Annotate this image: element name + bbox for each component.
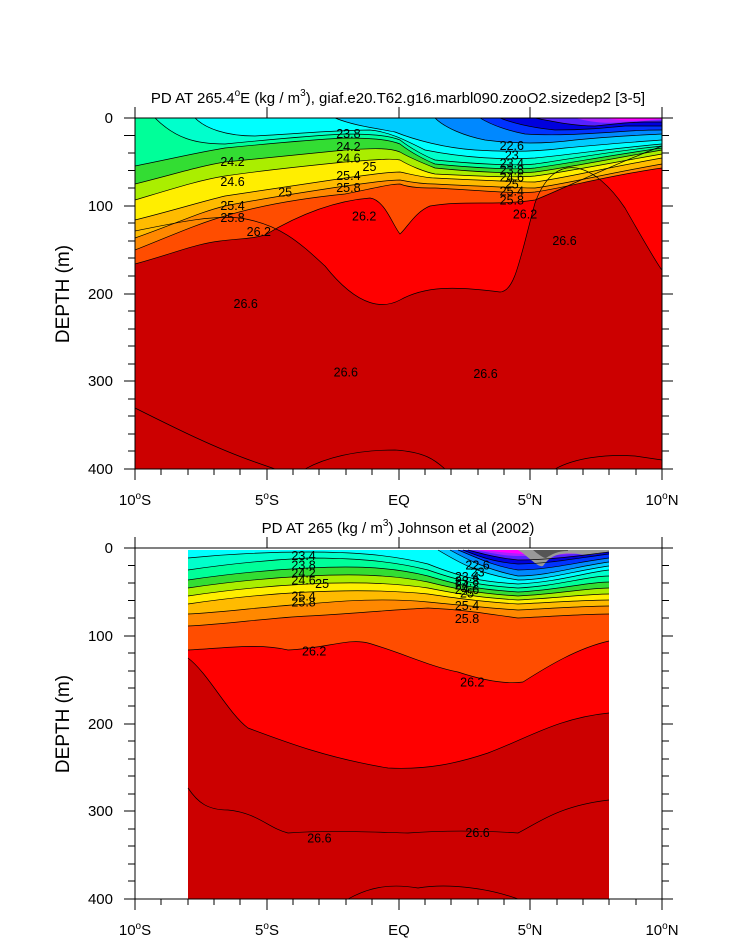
contour-label: 24.2 — [220, 155, 244, 169]
bottom-x-ticks — [134, 537, 663, 910]
bottom-x-tick-5n: 5oN — [518, 921, 543, 939]
bottom-panel: PD AT 265 (kg / m3) Johnson et al (2002) — [53, 518, 679, 939]
bottom-y-axis-label: DEPTH (m) — [53, 675, 74, 773]
contour-label: 24.6 — [455, 583, 479, 597]
top-y-tick-400: 400 — [88, 461, 113, 478]
contour-label: 24.6 — [291, 574, 315, 588]
contour-label: 25 — [278, 186, 292, 200]
contour-label: 25.8 — [500, 194, 524, 208]
bottom-contour-labels: 23.423.824.224.6 2525.425.826.226.622.623… — [291, 549, 489, 846]
contour-label: 23.4 — [291, 549, 315, 563]
top-contour-lines — [134, 117, 663, 470]
contour-label: 23.8 — [291, 559, 315, 573]
contour-label: 25.8 — [220, 211, 244, 225]
contour-label: 23.4 — [455, 570, 479, 584]
contour-label: 23 — [471, 566, 485, 580]
top-band-20.2 — [605, 118, 662, 121]
top-y-tick-0: 0 — [105, 110, 113, 127]
contour-label: 25 — [505, 178, 519, 192]
contour-label: 25.4 — [291, 589, 315, 603]
contour-label: 23.4 — [500, 157, 524, 171]
top-plot-area: 24.224.62525.425.826.226.623.824.224.625… — [134, 117, 663, 470]
contour-label: 23.8 — [500, 164, 524, 178]
bottom-y-tick-100: 100 — [88, 628, 113, 645]
contour-label: 26.6 — [307, 832, 331, 846]
top-y-axis-label: DEPTH (m) — [53, 245, 74, 343]
top-title: PD AT 265.4oE (kg / m3), giaf.e20.T62.g1… — [151, 88, 645, 107]
contour-label: 23.8 — [336, 127, 360, 141]
bottom-y-tick-300: 300 — [88, 803, 113, 820]
contour-label: 26.2 — [460, 675, 484, 689]
bottom-y-major-ticks — [124, 547, 673, 900]
contour-label: 26.2 — [247, 225, 271, 239]
bottom-title: PD AT 265 (kg / m3) Johnson et al (2002) — [262, 518, 535, 537]
contour-label: 24.2 — [291, 566, 315, 580]
top-x-tick-10s: 10oS — [119, 491, 151, 509]
contour-label: 26.6 — [552, 234, 576, 248]
contour-label: 25 — [315, 577, 329, 591]
contour-label: 24.2 — [455, 579, 479, 593]
top-y-tick-200: 200 — [88, 286, 113, 303]
bottom-data-region: 23.423.824.224.6 2525.425.826.226.622.623… — [187, 548, 610, 900]
contour-label: 26.2 — [513, 208, 537, 222]
bottom-x-tick-10n: 10oN — [645, 921, 678, 939]
contour-label: 25 — [460, 587, 474, 601]
contour-label: 23.8 — [455, 574, 479, 588]
bottom-top-gap — [188, 548, 609, 550]
contour-label: 24.6 — [336, 151, 360, 165]
contour-label: 26.2 — [302, 645, 326, 659]
contour-label: 23 — [505, 149, 519, 163]
bottom-contour-lines — [187, 549, 610, 900]
top-y-tick-labels: 0 100 200 300 400 — [88, 110, 113, 478]
bottom-y-tick-0: 0 — [105, 540, 113, 557]
contour-label: 25.4 — [500, 185, 524, 199]
bottom-y-tick-400: 400 — [88, 891, 113, 908]
contour-label: 24.6 — [500, 171, 524, 185]
bottom-y-tick-labels: 0 100 200 300 400 — [88, 540, 113, 908]
top-y-tick-100: 100 — [88, 198, 113, 215]
contour-label: 26.6 — [473, 367, 497, 381]
contour-label: 25.4 — [220, 199, 244, 213]
top-panel: PD AT 265.4oE (kg / m3), giaf.e20.T62.g1… — [53, 88, 679, 509]
bottom-plot-area: 23.423.824.224.6 2525.425.826.226.622.623… — [187, 548, 610, 900]
top-y-major-ticks — [124, 117, 673, 470]
contour-label: 24.2 — [336, 140, 360, 154]
contour-label: 26.2 — [352, 209, 376, 223]
contour-label: 24.6 — [220, 175, 244, 189]
bottom-x-tick-eq: EQ — [388, 922, 410, 939]
top-x-ticks — [134, 107, 663, 480]
contour-label: 26.6 — [234, 297, 258, 311]
top-x-tick-10n: 10oN — [645, 491, 678, 509]
contour-label: 22.6 — [465, 559, 489, 573]
contour-label: 25 — [363, 160, 377, 174]
top-contour-labels: 24.224.62525.425.826.226.623.824.224.625… — [220, 127, 576, 381]
bottom-y-tick-200: 200 — [88, 716, 113, 733]
top-x-tick-labels: 10oS 5oS EQ 5oN 10oN — [119, 491, 679, 509]
top-y-tick-300: 300 — [88, 373, 113, 390]
top-y-minor-ticks — [124, 135, 669, 452]
bottom-x-tick-labels: 10oS 5oS EQ 5oN 10oN — [119, 921, 679, 939]
contour-label: 25.4 — [336, 169, 360, 183]
contour-label: 26.6 — [334, 366, 358, 380]
contour-label: 25.4 — [455, 599, 479, 613]
bottom-x-tick-5s: 5oS — [255, 921, 279, 939]
contour-label: 25.8 — [455, 612, 479, 626]
contour-label: 25.8 — [291, 595, 315, 609]
contour-label: 26.6 — [465, 826, 489, 840]
contour-label: 22.6 — [500, 139, 524, 153]
contour-label: 25.8 — [336, 181, 360, 195]
top-x-tick-eq: EQ — [388, 492, 410, 509]
top-x-tick-5s: 5oS — [255, 491, 279, 509]
bottom-x-tick-10s: 10oS — [119, 921, 151, 939]
bottom-y-minor-ticks — [128, 565, 669, 882]
bottom-band-19.4 — [533, 548, 568, 558]
top-x-tick-5n: 5oN — [518, 491, 543, 509]
